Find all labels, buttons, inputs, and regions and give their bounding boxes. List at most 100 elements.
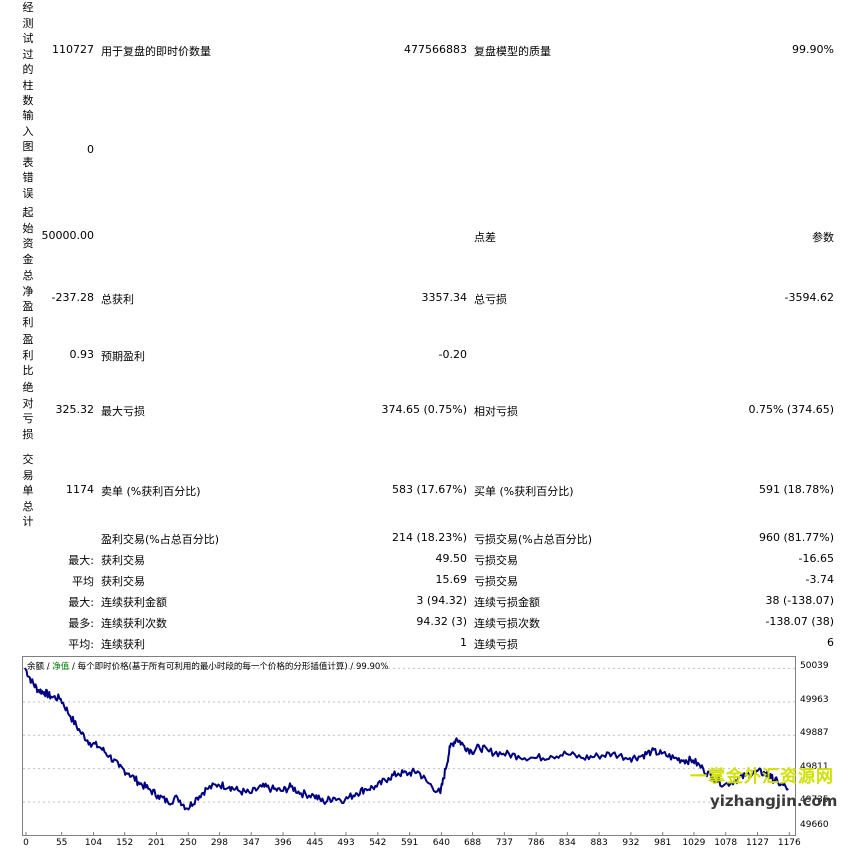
x-tick-label: 250 [179,838,197,848]
long-positions-label: 买单 (%获利百分比) [474,485,574,498]
y-tick-label: 49887 [800,728,829,739]
avg-consec-prefix: 平均: [68,638,94,651]
x-tick-label: 1127 [746,838,769,848]
legend-sep: / [44,662,53,672]
watermark-url: yizhangjin.com [710,792,838,810]
expected-payoff-label: 预期盈利 [101,350,145,363]
average-win-value: 15.69 [435,573,468,586]
max-consec-win-value: 3 (94.32) [416,594,467,607]
average-prefix: 平均 [72,575,94,588]
x-tick-label: 883 [590,838,608,848]
chart-plot-area: 余额 / 净值 / 每个即时价格(基于所有可利用的最小时段的每一个价格的分形插值… [22,656,796,836]
largest-loss-label: 亏损交易 [474,554,518,567]
x-tick-label: 981 [654,838,672,848]
average-win-label: 获利交易 [101,575,145,588]
maximal-consec-loss-label: 连续亏损次数 [474,617,540,630]
x-tick-label: 640 [432,838,450,848]
bars-tested-value: 110727 [52,43,94,56]
short-positions-label: 卖单 (%获利百分比) [101,485,201,498]
loss-trades-value: 960 (81.77%) [758,531,834,544]
x-tick-label: 298 [210,838,228,848]
short-positions-value: 583 (17.67%) [391,483,467,496]
x-tick-label: 1078 [714,838,738,848]
expected-payoff-value: -0.20 [438,348,467,361]
balance-legend: 余额 [27,662,45,672]
watermark-text: 一掌金外汇资源网 [690,767,834,787]
x-tick-label: 201 [147,838,166,848]
total-trades-value: 1174 [66,483,94,496]
avg-consec-loss-label: 连续亏损 [474,638,518,651]
balance-line [24,667,789,811]
max-consec-win-label: 连续获利金额 [101,596,167,609]
maximal-consec-win-label: 连续获利次数 [101,617,167,630]
y-tick-label: 49735 [800,795,829,806]
avg-consec-win-label: 连续获利 [101,638,145,651]
profit-factor-value: 0.93 [69,348,95,361]
relative-drawdown-value: 0.75% (374.65) [748,403,834,416]
maximal-drawdown-label: 最大亏损 [101,405,145,418]
max-consec-prefix: 最大: [68,596,94,609]
ticks-modelled-label: 用于复盘的即时价数量 [101,45,211,58]
max-consec-loss-value: 38 (-138.07) [765,594,834,607]
largest-win-value: 49.50 [435,552,468,565]
x-tick-label: 932 [622,838,640,848]
average-loss-value: -3.74 [805,573,834,586]
initial-deposit-label: 起始资金 [22,206,34,266]
total-trades-label: 交易单总计 [22,453,34,528]
profit-trades-label: 盈利交易(%占总百分比) [101,533,220,546]
bars-tested-label: 经测试过的柱数 [22,1,34,107]
x-tick-label: 347 [242,838,260,848]
chart-header-rest: / 每个即时价格(基于所有可利用的最小时段的每一个价格的分形插值计算) / 99… [69,662,389,672]
max-consec-loss-label: 连续亏损金额 [474,596,540,609]
gross-profit-label: 总获利 [101,293,134,306]
chart-errors-label: 输入图表错误 [22,109,34,200]
modelling-quality-value: 99.90% [792,43,834,56]
initial-deposit-value: 50000.00 [41,229,95,242]
x-tick-label: 688 [463,838,482,848]
x-tick-label: 834 [558,838,576,848]
ticks-modelled-value: 477566883 [404,43,467,56]
y-tick-label: 49660 [800,820,829,830]
net-profit-label: 总净盈利 [22,269,34,329]
loss-trades-label: 亏损交易(%占总百分比) [474,533,593,546]
long-positions-value: 591 (18.78%) [758,483,834,496]
gross-loss-value: -3594.62 [784,291,834,304]
x-tick-label: 396 [274,838,292,848]
x-tick-label: 786 [527,838,545,848]
largest-prefix: 最大: [68,554,94,567]
maximal-consec-prefix: 最多: [68,617,94,630]
profit-trades-value: 214 (18.23%) [391,531,467,544]
y-tick-label: 49963 [800,694,829,705]
x-tick-label: 542 [369,838,387,848]
x-tick-label: 445 [306,838,324,848]
maximal-drawdown-value: 374.65 (0.75%) [381,403,467,416]
absolute-drawdown-label: 绝对亏损 [22,381,34,441]
y-tick-label: 50039 [800,661,829,672]
maximal-consec-win-value: 94.32 (3) [416,615,467,628]
chart-header: 余额 / 净值 / 每个即时价格(基于所有可利用的最小时段的每一个价格的分形插值… [27,660,388,672]
net-profit-value: -237.28 [51,291,94,304]
chart-svg [23,667,795,835]
x-tick-label: 493 [337,838,355,848]
x-tick-label: 104 [84,838,103,848]
avg-consec-win-value: 1 [460,636,467,649]
equity-legend: 净值 [52,662,70,672]
x-tick-label: 1176 [777,838,801,848]
x-tick-label: 55 [55,838,68,848]
largest-win-label: 获利交易 [101,554,145,567]
x-tick-label: 1029 [682,838,706,848]
avg-consec-loss-value: 6 [827,636,834,649]
relative-drawdown-label: 相对亏损 [474,405,518,418]
y-tick-label: 49811 [800,761,829,772]
parameters-label: 参数 [812,231,834,244]
spread-label: 点差 [474,231,496,244]
gross-loss-label: 总亏损 [474,293,507,306]
largest-loss-value: -16.65 [798,552,834,565]
maximal-consec-loss-value: -138.07 (38) [765,615,834,628]
absolute-drawdown-value: 325.32 [55,403,95,416]
modelling-quality-label: 复盘模型的质量 [474,45,551,58]
balance-chart: 余额 / 净值 / 每个即时价格(基于所有可利用的最小时段的每一个价格的分形插值… [22,656,852,851]
gross-profit-value: 3357.34 [421,291,468,304]
x-tick-label: 152 [116,838,134,848]
profit-factor-label: 盈利比 [22,333,34,377]
